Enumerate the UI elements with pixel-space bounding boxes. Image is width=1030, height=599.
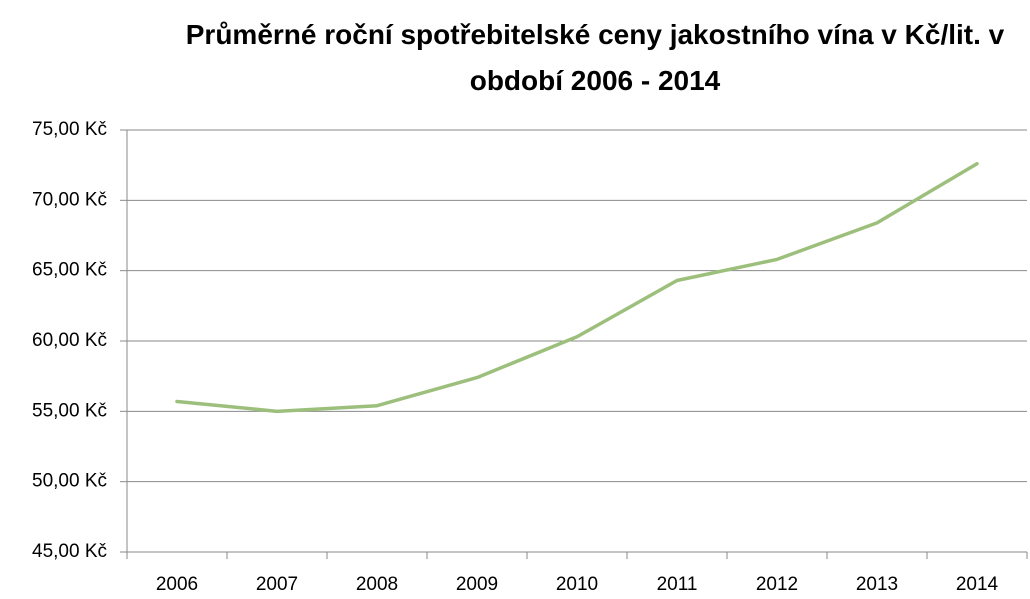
y-tick-label: 50,00 Kč (32, 471, 107, 492)
y-tick-label: 45,00 Kč (32, 541, 107, 562)
x-tick-label: 2011 (657, 574, 698, 595)
y-tick-label: 75,00 Kč (32, 119, 107, 140)
y-tick-label: 60,00 Kč (32, 330, 107, 351)
x-tick-label: 2006 (156, 574, 198, 595)
x-tick-label: 2008 (356, 574, 398, 595)
x-tick-label: 2013 (856, 574, 898, 595)
x-tick-label: 2009 (456, 574, 498, 595)
x-tick-label: 2012 (756, 574, 798, 595)
y-tick-label: 65,00 Kč (32, 260, 107, 281)
x-tick-label: 2007 (256, 574, 298, 595)
y-tick-label: 70,00 Kč (32, 189, 107, 210)
x-tick-label: 2010 (556, 574, 598, 595)
y-tick-label: 55,00 Kč (32, 400, 107, 421)
chart-title: Průměrné roční spotřebitelské ceny jakos… (185, 19, 1005, 96)
x-tick-label: 2014 (956, 574, 999, 595)
data-line (175, 162, 979, 414)
